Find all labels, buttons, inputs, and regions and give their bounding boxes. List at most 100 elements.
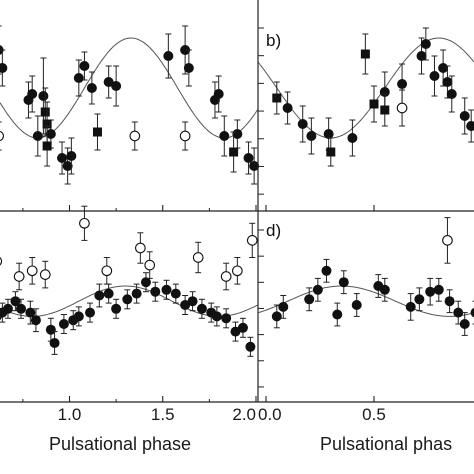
panel-c-s1-p9-open-marker — [101, 265, 113, 277]
panel-c-s0-p26-filled-marker — [73, 311, 84, 322]
panel-c-s1-p4-open-marker — [0, 257, 3, 266]
panel-c-s1-p8-open-marker — [79, 217, 90, 229]
panel-a-s2-p0-open-marker — [0, 130, 4, 142]
panel-c-s0-p32-filled-marker — [131, 288, 142, 299]
panel-c-s0-p44-filled-marker — [237, 322, 248, 333]
panel-a-s0-p17-filled-marker — [86, 83, 97, 93]
panel-c-xtick-label-3: 2.0 — [232, 405, 256, 424]
panel-d-model-curve — [257, 285, 474, 317]
panel-d-s0-p16-filled-marker — [459, 319, 470, 329]
panel-a-curve-layer — [0, 37, 259, 139]
panel-d-ticks-layer: 0.00.51 — [258, 229, 386, 424]
panel-d-s0-p15-filled-marker — [453, 307, 464, 318]
panel-c-s1-p11-open-marker — [144, 259, 156, 271]
panel-c-s0-p17-filled-marker — [2, 303, 13, 314]
panel-c-s0-p37-filled-marker — [180, 300, 191, 310]
panel-c-s1-p14-open-marker — [232, 265, 243, 277]
panel-a-s0-p27-filled-marker — [243, 153, 254, 163]
panel-a-s0-p16-filled-marker — [79, 61, 90, 71]
panel-c-ticks-layer: 0.51.01.52.0 — [22, 396, 257, 424]
panel-c-s0-p21-filled-marker — [30, 315, 41, 326]
panel-b-s0-p10-filled-marker — [438, 63, 449, 73]
panel-c-xtick-label-2: 1.5 — [151, 405, 175, 424]
panel-a-s2-p2-open-marker — [179, 130, 191, 142]
panel-d-s0-p5-filled-marker — [332, 309, 343, 320]
panel-c-s1-p7-open-marker — [39, 269, 51, 280]
panel-c-s0-p29-filled-marker — [103, 288, 114, 299]
panel-d-points-layer — [271, 217, 474, 336]
panel-d-xtick-label-0: 0.0 — [258, 405, 282, 424]
panel-b-s0-p13-filled-marker — [459, 111, 470, 121]
panel-c-s0-p42-filled-marker — [221, 313, 232, 324]
panel-a-s0-p8-filled-marker — [27, 89, 38, 99]
panel-b-curve-layer — [257, 37, 474, 139]
panel-d-s0-p0-filled-marker — [271, 311, 282, 322]
panel-a-points-layer — [0, 25, 260, 185]
panel-a-s0-p12-filled-marker — [57, 153, 68, 163]
panel-d-s0-p3-filled-marker — [312, 284, 323, 295]
panel-c-s0-p18-filled-marker — [10, 296, 21, 307]
panel-b-s2-p0-open-marker — [396, 102, 408, 114]
panel-c-s0-p43-filled-marker — [230, 326, 241, 337]
panel-a-s2-p1-open-marker — [129, 130, 141, 142]
panel-a-s0-p28-filled-marker — [249, 161, 260, 171]
panel-b-s0-p6-filled-marker — [397, 79, 408, 89]
panel-c-s0-p28-filled-marker — [94, 290, 105, 301]
panel-b-model-curve — [257, 37, 474, 139]
panel-c-s0-p22-filled-marker — [45, 324, 56, 335]
axes-frame — [0, 0, 474, 403]
panel-d-s0-p2-filled-marker — [304, 294, 315, 305]
panel-a-s0-p19-filled-marker — [111, 81, 122, 91]
panel-b-s0-p2-filled-marker — [306, 131, 317, 141]
panel-b-label: b) — [266, 31, 281, 50]
panel-c-s1-p10-open-marker — [135, 242, 146, 254]
panel-b-s1-p3-square-marker — [369, 99, 379, 109]
panel-a-s1-p4-square-marker — [229, 147, 239, 157]
panel-c-s0-p20-filled-marker — [25, 307, 36, 318]
panel-b-s0-p7-filled-marker — [416, 51, 427, 61]
panel-d: 0.00.51 d) — [257, 217, 474, 424]
panel-a-s0-p22-filled-marker — [183, 63, 194, 73]
x-axis-title-right: Pulsational phas — [320, 434, 452, 454]
panel-d-s0-p14-filled-marker — [444, 296, 455, 307]
panel-b-s0-p8-filled-marker — [420, 39, 431, 49]
panel-c-s1-p5-open-marker — [13, 271, 25, 282]
panel-c-s0-p31-filled-marker — [122, 294, 133, 305]
panel-c-s1-p13-open-marker — [220, 271, 232, 282]
panel-d-s0-p10-filled-marker — [405, 301, 416, 312]
panel-a — [0, 25, 260, 211]
panel-b-s0-p4-filled-marker — [347, 133, 358, 143]
panel-a-ticks-layer — [22, 205, 257, 211]
panel-c-s0-p30-filled-marker — [111, 303, 122, 314]
panel-b-s1-p2-square-marker — [360, 49, 370, 59]
x-axis-title-left: Pulsational phase — [49, 434, 191, 454]
panel-a-s0-p21-filled-marker — [180, 45, 191, 55]
panel-c-points-layer — [0, 205, 258, 357]
panel-b-s0-p0-filled-marker — [282, 103, 293, 113]
panel-a-s1-p3-square-marker — [92, 127, 102, 137]
panel-b-points-layer — [272, 27, 474, 167]
panel-b-s0-p9-filled-marker — [429, 71, 440, 81]
panel-d-s0-p17-filled-marker — [470, 307, 474, 318]
panel-c-s0-p33-filled-marker — [140, 277, 151, 288]
panel-c-s1-p12-open-marker — [192, 252, 204, 263]
panel-d-s0-p12-filled-marker — [425, 286, 436, 297]
panel-d-s0-p9-filled-marker — [379, 284, 390, 295]
panel-d-s0-p6-filled-marker — [338, 277, 349, 288]
panel-c-xtick-label-1: 1.0 — [58, 405, 82, 424]
panel-c-s0-p45-filled-marker — [245, 341, 256, 352]
panel-c-s0-p38-filled-marker — [187, 296, 198, 307]
panel-c-s0-p19-filled-marker — [16, 303, 27, 314]
panel-d-s0-p4-filled-marker — [321, 265, 332, 276]
panel-d-s0-p7-filled-marker — [351, 300, 362, 310]
panel-b-s0-p1-filled-marker — [297, 119, 308, 129]
panel-a-s0-p24-filled-marker — [213, 89, 224, 99]
panel-c-s0-p39-filled-marker — [196, 303, 207, 314]
panel-a-s0-p13-filled-marker — [62, 161, 73, 171]
panel-a-s0-p25-filled-marker — [219, 131, 230, 141]
panel-b-s0-p11-filled-marker — [442, 77, 453, 87]
panel-c-s0-p41-filled-marker — [211, 311, 222, 322]
panel-d-s0-p1-filled-marker — [278, 301, 289, 312]
panel-c-s0-p23-filled-marker — [49, 338, 60, 348]
